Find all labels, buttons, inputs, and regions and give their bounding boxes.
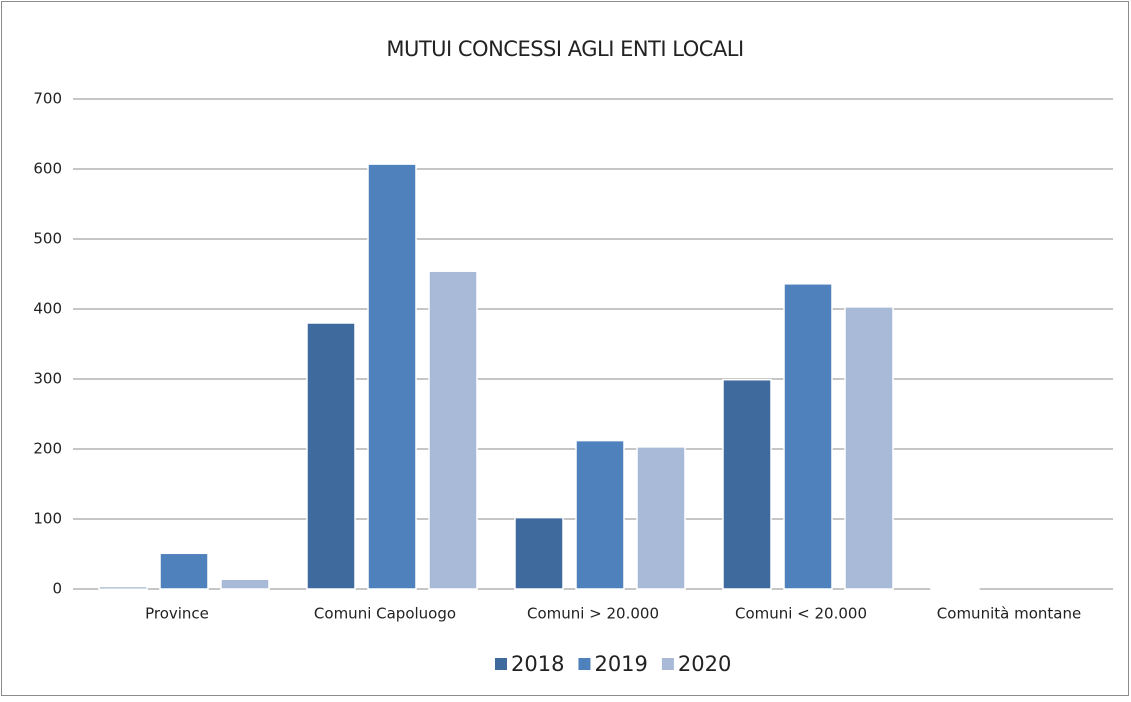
bar [783,283,833,590]
bar [722,378,772,590]
bar [930,587,980,590]
x-tick-label: Comuni > 20.000 [527,605,659,623]
bar [844,306,894,590]
bar [514,516,564,590]
bar [636,446,686,590]
x-tick-label: Comuni Capoluogo [314,605,456,623]
y-tick-label: 300 [33,370,62,388]
bar [98,586,148,590]
bar [306,322,356,590]
y-tick-label: 200 [33,440,62,458]
x-tick-label: Comunità montane [937,605,1081,623]
bar [575,439,625,590]
chart-title: MUTUI CONCESSI AGLI ENTI LOCALI [386,37,743,61]
bar [220,578,270,590]
legend-label: 2020 [678,652,731,676]
legend-label: 2018 [511,652,564,676]
bar [367,163,417,590]
x-tick-label: Province [145,605,209,623]
legend-swatch [578,658,591,670]
legend-label: 2019 [594,652,647,676]
bar [428,270,478,590]
y-tick-label: 0 [52,580,62,598]
y-tick-label: 700 [33,90,62,108]
legend-swatch [495,658,507,670]
bar [159,552,209,590]
y-tick-label: 500 [33,230,62,248]
y-tick-label: 600 [33,160,62,178]
y-tick-label: 400 [33,300,62,318]
y-tick-label: 100 [33,510,62,528]
x-tick-label: Comuni < 20.000 [735,605,867,623]
legend-swatch [661,658,674,670]
